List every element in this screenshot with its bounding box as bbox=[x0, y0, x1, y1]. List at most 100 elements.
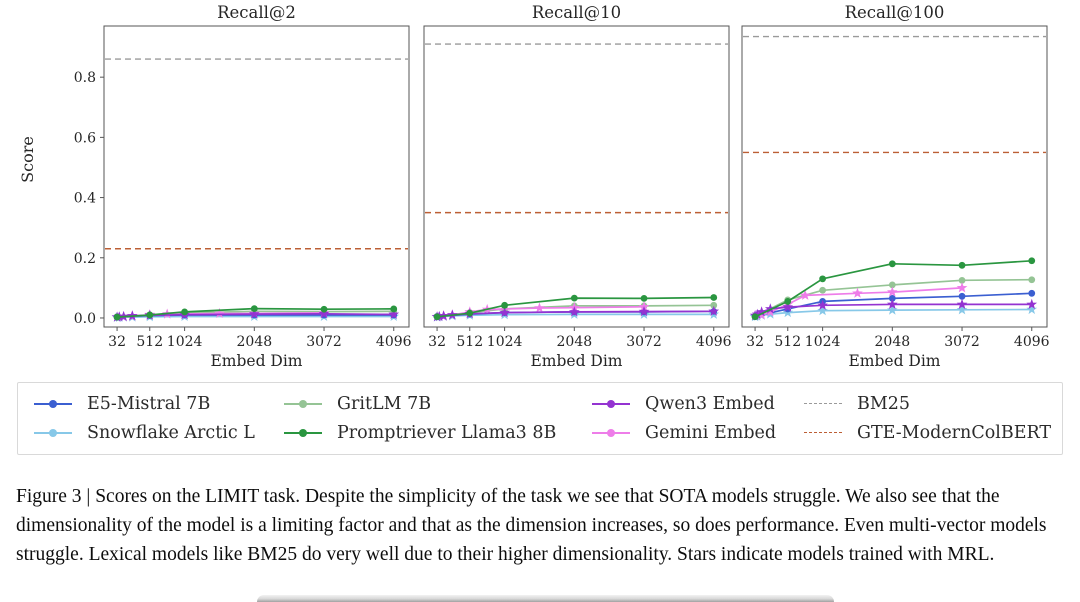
circle-marker bbox=[113, 313, 121, 321]
circle-marker bbox=[640, 295, 648, 302]
line-dot-sample bbox=[284, 428, 322, 437]
chart-recall-at-2: Recall@2 32 512 1024 2048 3072 4096 0.0 0.2 0.4 0.… bbox=[74, 3, 412, 368]
star-marker bbox=[318, 308, 330, 319]
x-tick-label: 2048 bbox=[557, 334, 593, 350]
star-marker bbox=[765, 303, 776, 314]
chart-title: Recall@100 bbox=[845, 3, 945, 22]
chart-title: Recall@10 bbox=[532, 3, 621, 22]
line-dot-sample bbox=[284, 399, 322, 408]
x-tick-label: 4096 bbox=[696, 334, 732, 350]
circle-marker bbox=[1028, 257, 1036, 265]
line-dot-sample bbox=[34, 399, 72, 408]
series-promptriever-llama3-8b bbox=[113, 305, 398, 321]
star-marker bbox=[1026, 298, 1038, 309]
x-tick-label: 4096 bbox=[1014, 334, 1050, 350]
x-tick-label: 32 bbox=[108, 334, 126, 350]
x-tick-label: 1024 bbox=[167, 334, 203, 350]
legend-label: Qwen3 Embed bbox=[645, 394, 775, 414]
legend-label: GTE-ModernColBERT bbox=[857, 423, 1052, 443]
star-marker bbox=[765, 306, 776, 317]
star-marker bbox=[782, 301, 794, 312]
x-tick-label: 2048 bbox=[237, 334, 273, 350]
star-marker bbox=[799, 289, 811, 300]
circle-marker bbox=[466, 309, 474, 317]
dashed-line-sample bbox=[804, 402, 842, 406]
star-marker bbox=[887, 298, 898, 309]
series-promptriever-llama3-8b bbox=[433, 294, 718, 321]
legend-item-e5-mistral-7b: E5-Mistral 7B bbox=[34, 394, 284, 414]
legend-item-gritlm-7b: GritLM 7B bbox=[284, 394, 592, 414]
x-axis-label: Embed Dim bbox=[530, 352, 622, 368]
circle-marker bbox=[888, 260, 896, 268]
star-marker bbox=[569, 306, 580, 317]
legend-item-gte-moderncolbert: GTE-ModernColBERT bbox=[804, 423, 1054, 443]
circle-marker bbox=[819, 275, 827, 283]
line-dot-sample bbox=[592, 428, 630, 437]
x-tick-label: 512 bbox=[136, 334, 163, 350]
star-marker bbox=[956, 298, 968, 309]
legend-item-snowflake-arctic-l: Snowflake Arctic L bbox=[34, 423, 284, 443]
x-tick-label: 512 bbox=[774, 334, 801, 350]
figure-caption: Figure 3 | Scores on the LIMIT task. Des… bbox=[16, 485, 1047, 565]
circle-marker bbox=[888, 281, 896, 289]
circle-marker bbox=[784, 298, 792, 305]
dashed-line-sample bbox=[804, 431, 842, 435]
y-tick-label: 0.8 bbox=[74, 70, 96, 86]
star-marker bbox=[817, 299, 828, 310]
series-line bbox=[754, 278, 1032, 318]
circle-marker bbox=[958, 276, 966, 284]
star-marker bbox=[534, 302, 545, 313]
x-tick-label: 32 bbox=[428, 334, 446, 350]
figure-legend: E5-Mistral 7B GritLM 7B Qwen3 Embed BM25 Sno… bbox=[17, 382, 1063, 455]
circle-marker bbox=[958, 292, 966, 300]
circle-marker bbox=[250, 305, 258, 313]
circle-marker bbox=[888, 295, 896, 302]
x-tick-label: 2048 bbox=[875, 334, 911, 350]
circle-marker bbox=[1028, 276, 1036, 284]
legend-label: Snowflake Arctic L bbox=[87, 423, 255, 443]
circle-marker bbox=[751, 313, 759, 321]
legend-label: BM25 bbox=[857, 394, 911, 414]
x-tick-label: 3072 bbox=[944, 334, 980, 350]
star-marker bbox=[249, 308, 260, 319]
circle-marker bbox=[181, 308, 189, 316]
y-tick-label: 0.2 bbox=[74, 251, 96, 267]
star-marker bbox=[956, 304, 968, 315]
legend-item-promptriever-llama3-8b: Promptriever Llama3 8B bbox=[284, 423, 592, 443]
legend-label: Gemini Embed bbox=[645, 423, 777, 443]
star-marker bbox=[388, 308, 400, 319]
circle-marker bbox=[501, 301, 509, 309]
legend-label: Promptriever Llama3 8B bbox=[337, 423, 557, 443]
plot-border bbox=[103, 25, 410, 328]
circle-marker bbox=[710, 294, 718, 301]
legend-item-qwen3-embed: Qwen3 Embed bbox=[592, 394, 804, 414]
circle-marker bbox=[320, 305, 328, 313]
x-tick-label: 3072 bbox=[626, 334, 662, 350]
chart-recall-at-10: Recall@10 32 512 1024 2048 3072 4096 Embed Dim bbox=[423, 3, 732, 368]
charts-row: Recall@2 32 512 1024 2048 3072 4096 0.0 0.2 0.4 0.… bbox=[56, 2, 1052, 368]
star-marker bbox=[708, 305, 720, 316]
chart-recall-at-100: Recall@100 32 512 1024 2048 3072 4096 Embed Dim bbox=[741, 3, 1050, 368]
y-tick-label: 0.6 bbox=[74, 130, 96, 146]
star-marker bbox=[638, 306, 650, 317]
circle-marker bbox=[570, 294, 578, 302]
line-dot-sample bbox=[34, 428, 72, 437]
star-marker bbox=[756, 306, 767, 317]
chart-title: Recall@2 bbox=[217, 3, 296, 22]
star-marker bbox=[852, 287, 863, 298]
line-dot-sample bbox=[592, 399, 630, 408]
star-marker bbox=[887, 286, 898, 297]
legend-item-gemini-embed: Gemini Embed bbox=[592, 423, 804, 443]
x-tick-label: 512 bbox=[456, 334, 483, 350]
y-axis-label: Score bbox=[17, 136, 37, 183]
circle-marker bbox=[146, 311, 154, 319]
circle-marker bbox=[710, 301, 718, 309]
series-line bbox=[437, 296, 714, 318]
dock-edge-bar bbox=[257, 595, 834, 602]
x-tick-label: 32 bbox=[746, 334, 764, 350]
x-axis-label: Embed Dim bbox=[210, 352, 302, 368]
star-marker bbox=[499, 307, 510, 318]
circle-marker bbox=[958, 261, 966, 269]
circle-marker bbox=[433, 313, 441, 321]
